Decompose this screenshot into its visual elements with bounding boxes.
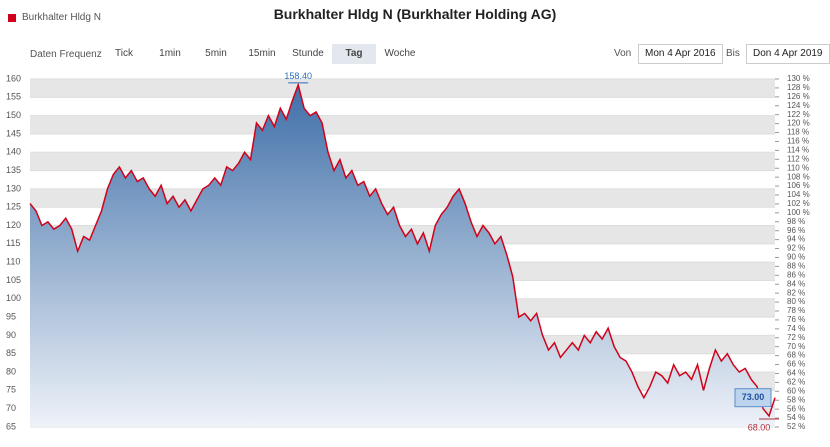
y2-tick-label: 124 % (787, 101, 810, 110)
y2-tick-label: 84 % (787, 279, 805, 288)
y2-tick-label: 86 % (787, 270, 805, 279)
y2-tick-label: 82 % (787, 288, 805, 297)
y2-tick-label: 116 % (787, 137, 809, 146)
y2-tick-label: 128 % (787, 83, 810, 92)
y2-tick-label: 60 % (787, 386, 805, 395)
y2-tick-label: 88 % (787, 261, 805, 270)
y2-tick-label: 112 % (787, 154, 809, 163)
y-tick-label: 150 (6, 110, 21, 120)
y2-tick-label: 68 % (787, 351, 805, 360)
y2-tick-label: 106 % (787, 181, 810, 190)
grid-band (30, 97, 775, 116)
y2-tick-label: 56 % (787, 404, 805, 413)
chart-title: Burkhalter Hldg N (Burkhalter Holding AG… (273, 6, 557, 22)
line (29, 82, 776, 418)
y2-tick-label: 70 % (787, 342, 805, 351)
y-tick-label: 65 (6, 421, 16, 431)
y2-tick-label: 98 % (787, 217, 805, 226)
y2-tick-label: 72 % (787, 333, 805, 342)
y2-tick-label: 126 % (787, 92, 810, 101)
y-tick-label: 105 (6, 275, 21, 285)
y2-tick-label: 118 % (787, 128, 809, 137)
frequency-button[interactable]: 5min (205, 48, 227, 59)
y2-tick-label: 58 % (787, 395, 805, 404)
y2-tick-label: 74 % (787, 324, 805, 333)
y-tick-label: 125 (6, 202, 21, 212)
frequency-button[interactable]: 1min (159, 48, 181, 59)
y-tick-label: 70 (6, 403, 16, 413)
frequency-button[interactable]: 15min (248, 48, 276, 59)
y2-tick-label: 96 % (787, 226, 805, 235)
y2-tick-label: 64 % (787, 369, 805, 378)
y-tick-label: 90 (6, 330, 16, 340)
frequency-button[interactable]: Woche (384, 48, 416, 59)
y2-tick-label: 66 % (787, 360, 805, 369)
to-date[interactable]: Don 4 Apr 2019 (746, 44, 830, 64)
frequency-button[interactable]: Tag (332, 44, 376, 64)
grid-band (30, 133, 775, 153)
y-tick-label: 155 (6, 92, 21, 102)
y-tick-label: 85 (6, 348, 16, 358)
y2-tick-label: 54 % (787, 413, 805, 422)
last-label: 73.00 (742, 392, 765, 402)
legend-swatch (8, 14, 16, 22)
from-date[interactable]: Mon 4 Apr 2016 (638, 44, 723, 64)
grid-band (30, 152, 775, 171)
y2-tick-label: 130 % (787, 74, 810, 83)
from-label: Von (614, 48, 632, 59)
grid-band (30, 79, 775, 98)
last-box (734, 388, 772, 408)
y2-tick-label: 102 % (787, 199, 810, 208)
frequency-button[interactable]: Stunde (292, 48, 324, 59)
y-tick-label: 115 (6, 238, 20, 248)
y2-tick-label: 104 % (787, 190, 810, 199)
y2-tick-label: 108 % (787, 172, 810, 181)
y-tick-label: 160 (6, 73, 21, 83)
toolbar-label: Daten Frequenz (30, 49, 102, 60)
frequency-button[interactable]: Tick (115, 48, 133, 59)
y-tick-label: 135 (6, 165, 21, 175)
y2-tick-label: 76 % (787, 315, 805, 324)
y-tick-label: 80 (6, 366, 16, 376)
to-label: Bis (726, 48, 740, 59)
y-tick-label: 95 (6, 311, 16, 321)
y2-tick-label: 110 % (787, 163, 809, 172)
y-tick-label: 75 (6, 385, 16, 395)
min-label: 68.00 (748, 422, 771, 432)
y2-tick-label: 122 % (787, 110, 810, 119)
y2-tick-label: 78 % (787, 306, 805, 315)
y-tick-label: 100 (6, 293, 21, 303)
y2-tick-label: 94 % (787, 235, 805, 244)
y2-tick-label: 120 % (787, 119, 810, 128)
y-tick-label: 140 (6, 147, 21, 157)
y2-tick-label: 92 % (787, 244, 805, 253)
y2-tick-label: 90 % (787, 253, 805, 262)
grid-band (30, 115, 775, 134)
y2-tick-label: 62 % (787, 377, 805, 386)
max-label: 158.40 (284, 71, 312, 81)
y2-tick-label: 100 % (787, 208, 810, 217)
y-tick-label: 145 (6, 128, 21, 138)
y-tick-label: 110 (6, 257, 20, 267)
y-tick-label: 120 (6, 220, 21, 230)
y2-tick-label: 52 % (787, 422, 805, 431)
y-tick-label: 130 (6, 183, 21, 193)
y2-tick-label: 114 % (787, 145, 809, 154)
legend-label: Burkhalter Hldg N (22, 12, 101, 23)
y2-tick-label: 80 % (787, 297, 805, 306)
